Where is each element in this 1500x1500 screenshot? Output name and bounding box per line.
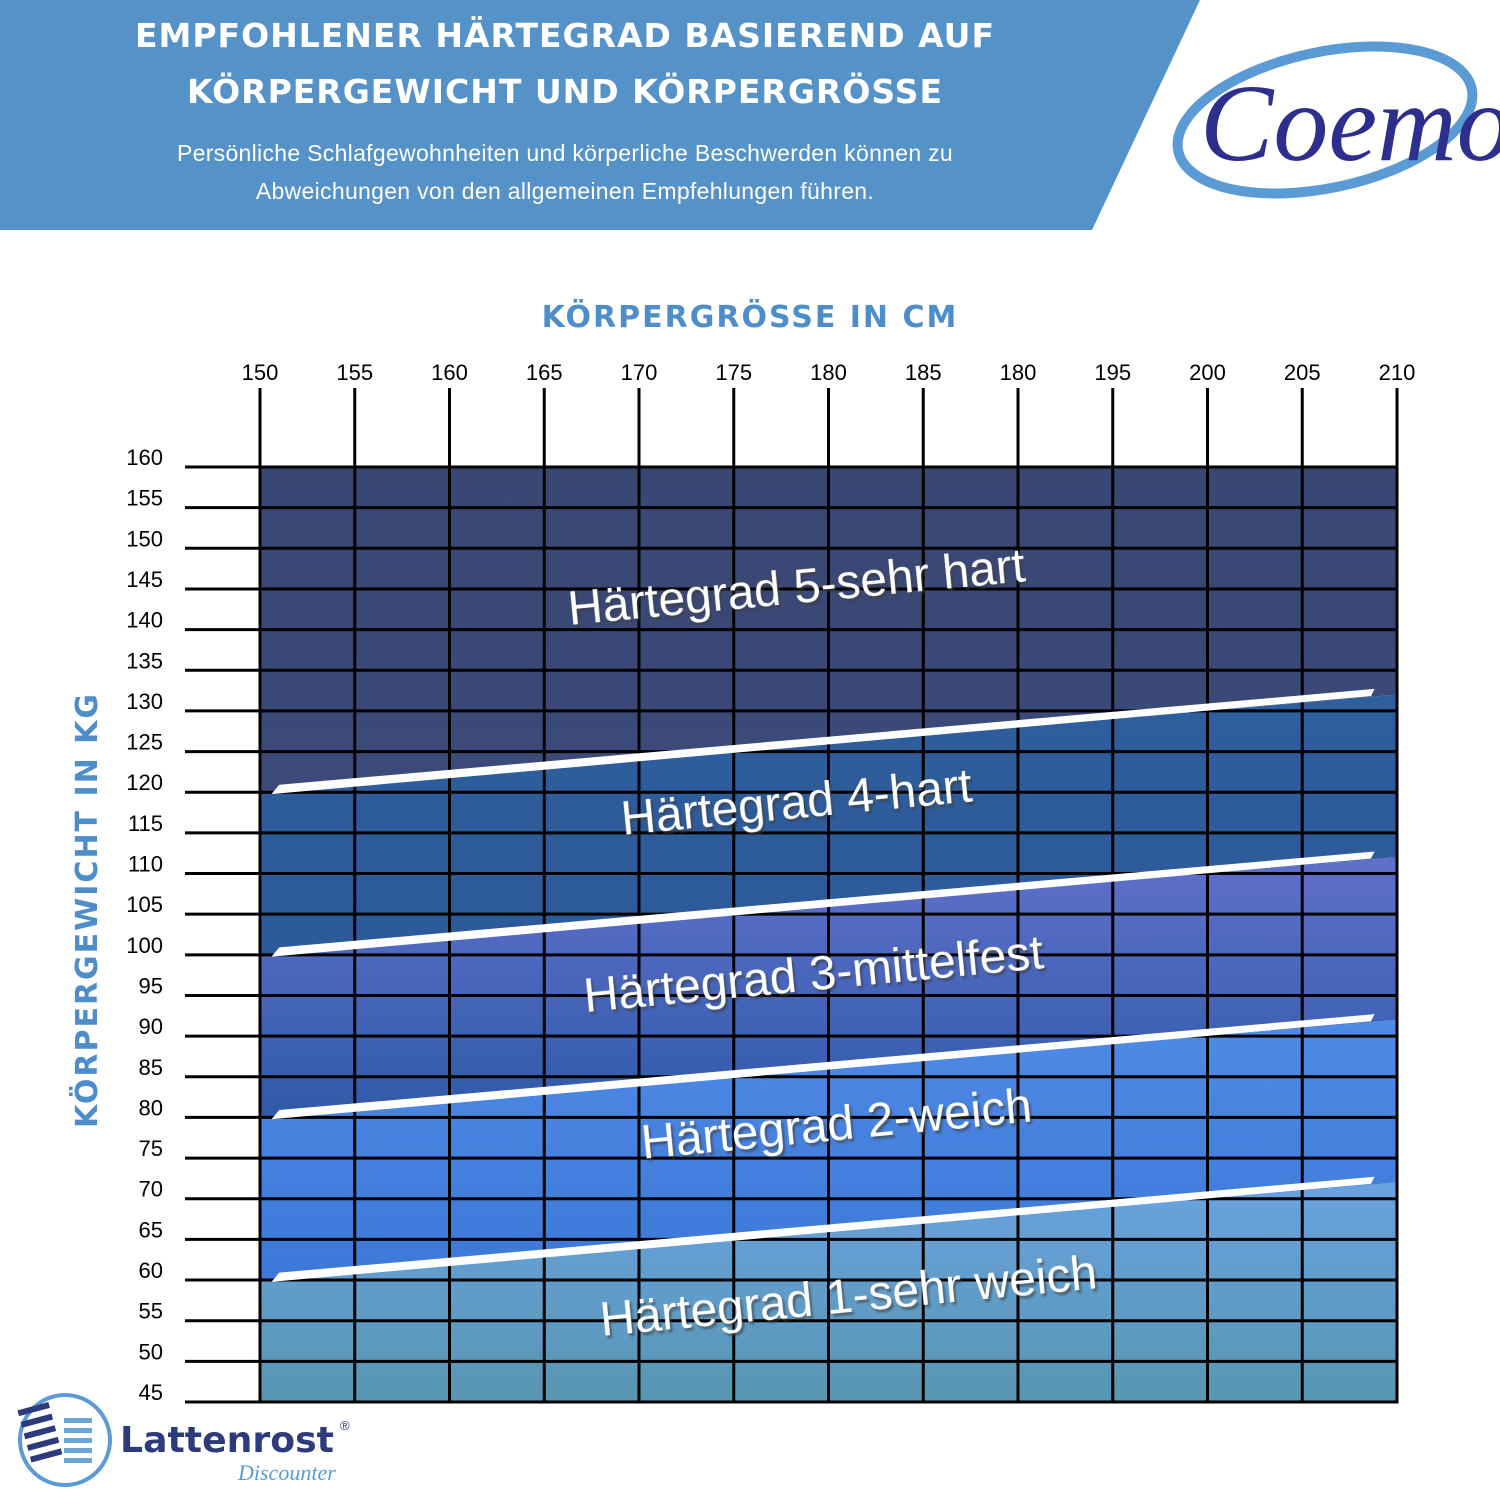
y-tick-label: 110 [128,852,163,877]
grid-border [258,465,1399,1404]
y-tick-label: 125 [126,730,163,755]
y-tick-label: 65 [139,1217,163,1242]
y-tick-label: 70 [139,1177,163,1202]
y-tick-label: 160 [126,445,163,470]
boundary-line [271,1176,1375,1282]
y-tick-label: 60 [139,1258,163,1283]
ticks-layer: 150 155 160 165 170 175 180 185 180 195 200 205 210 1… [126,360,1415,1405]
x-tick-label: 180 [810,360,847,385]
x-tick-label: 180 [1000,360,1037,385]
boundary-line [271,851,1375,957]
y-tick-label: 55 [139,1299,163,1324]
y-tick-label: 75 [139,1136,163,1161]
y-tick-label: 135 [126,648,163,673]
subtitle-line2: Abweichungen von den allgemeinen Empfehl… [255,178,875,204]
registered-mark: ® [340,1418,350,1433]
discounter-text: Discounter [237,1460,336,1485]
x-tick-label: 170 [621,360,658,385]
y-tick-label: 85 [139,1055,163,1080]
x-tick-label: 185 [905,360,942,385]
boundary-line [271,688,1375,795]
lattenrost-text: Lattenrost [120,1420,334,1461]
y-tick-label: 120 [126,770,163,795]
y-tick-label: 80 [139,1095,163,1120]
page-title-line1: Empfohlener Härtegrad basierend auf [134,16,996,55]
x-tick-label: 165 [526,360,563,385]
x-tick-label: 155 [336,360,373,385]
page-title-line2: Körpergewicht und Körpergrösse [187,72,943,111]
y-tick-label: 100 [126,933,163,958]
y-tick-label: 45 [139,1380,163,1405]
y-tick-label: 150 [126,526,163,551]
y-tick-label: 50 [139,1339,163,1364]
y-tick-label: 155 [126,486,163,511]
y-tick-label: 90 [139,1014,163,1039]
y-tick-label: 145 [126,567,163,592]
header-banner [0,0,1200,230]
y-tick-label: 130 [126,689,163,714]
y-axis-title: Körpergewicht in kg [68,692,105,1128]
boundary-line [271,1014,1375,1120]
x-tick-label: 210 [1379,360,1416,385]
y-tick-label: 95 [139,973,163,998]
y-tick-label: 140 [126,608,163,633]
page-subtitle: Persönliche Schlafgewohnheiten und körpe… [20,134,1110,210]
lattenrost-logo: Lattenrost ® Discounter [17,1393,350,1487]
x-tick-label: 160 [431,360,468,385]
y-tick-label: 105 [126,892,163,917]
coemo-logo-text: Coemo [1200,62,1500,184]
x-tick-label: 200 [1189,360,1226,385]
x-tick-label: 150 [242,360,279,385]
x-tick-label: 195 [1094,360,1131,385]
y-tick-label: 115 [128,811,163,836]
x-tick-label: 175 [715,360,752,385]
subtitle-line1: Persönliche Schlafgewohnheiten und körpe… [176,140,954,166]
coemo-logo: Coemo [1172,41,1500,199]
x-tick-label: 205 [1284,360,1321,385]
x-axis-title: Körpergrösse in cm [542,298,959,335]
